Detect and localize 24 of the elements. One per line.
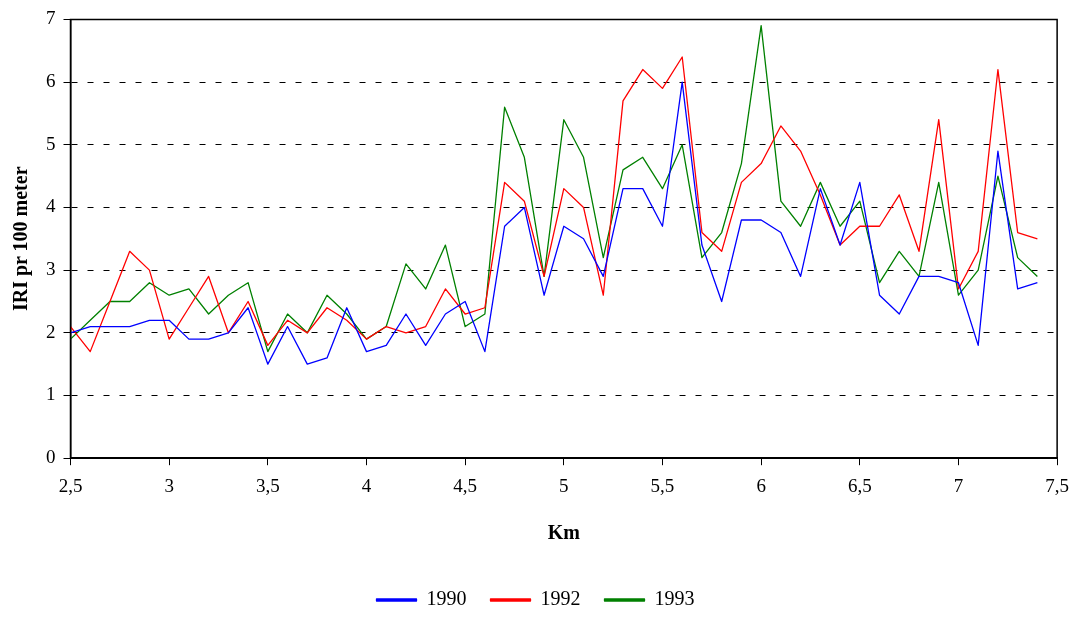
x-tick-label: 4,5 (453, 474, 478, 496)
y-tick-label: 6 (46, 70, 56, 92)
x-tick-label: 5 (559, 474, 569, 496)
legend-label: 1993 (654, 587, 695, 610)
y-tick-label: 5 (46, 132, 56, 154)
x-tick-label: 7 (953, 474, 964, 496)
x-tick-label: 3,5 (255, 474, 280, 496)
y-tick-label: 1 (46, 383, 56, 405)
y-tick-label: 4 (46, 195, 56, 217)
x-axis-title: Km (547, 521, 581, 544)
y-tick-label: 7 (46, 7, 56, 29)
y-tick-label: 0 (46, 446, 56, 468)
x-tick-label: 3 (164, 474, 174, 496)
x-tick-label: 7,5 (1045, 474, 1069, 496)
y-tick-label: 2 (46, 320, 56, 342)
x-tick-label: 4 (361, 474, 372, 496)
y-axis-title: IRI pr 100 meter (9, 166, 33, 312)
x-tick-label: 2,5 (58, 474, 83, 496)
x-tick-label: 6,5 (847, 474, 872, 496)
legend-label: 1990 (426, 587, 467, 610)
legend-label: 1992 (540, 587, 581, 610)
x-tick-label: 5,5 (650, 474, 675, 496)
y-tick-label: 3 (46, 258, 56, 280)
x-tick-label: 6 (756, 474, 766, 496)
